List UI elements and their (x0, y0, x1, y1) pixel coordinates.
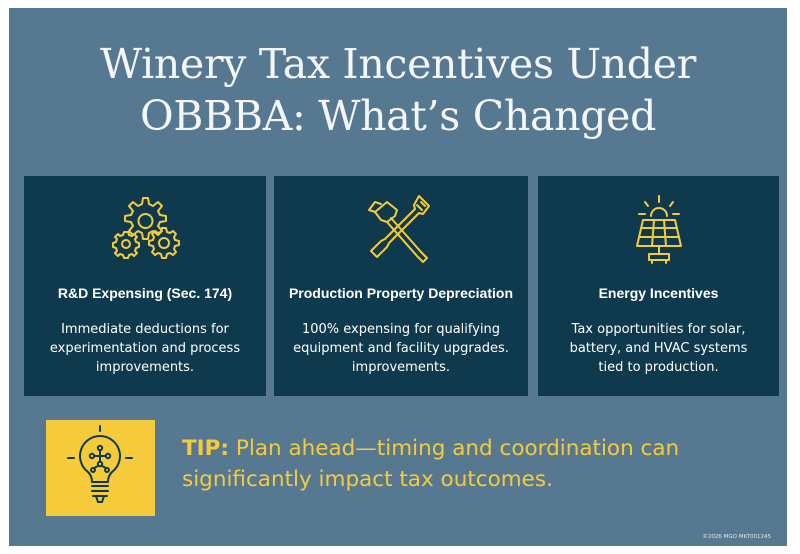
title-line-2: OBBBA: What’s Changed (139, 92, 657, 140)
card-heading: Energy Incentives (598, 285, 719, 301)
card-heading: R&D Expensing (Sec. 174) (57, 285, 233, 301)
tip-icon-box (46, 420, 155, 516)
infographic: Winery Tax Incentives Under OBBBA: What’… (9, 8, 787, 546)
gears-icon (105, 190, 185, 270)
card-description: Immediate deductions for experimentation… (49, 322, 241, 375)
card-description: 100% expensing for qualifying equipment … (293, 322, 509, 375)
title-line-1: Winery Tax Incentives Under (99, 40, 697, 88)
tip-text: TIP: Plan ahead—timing and coordination … (182, 433, 772, 495)
lightbulb-icon (67, 425, 133, 503)
tip-label: TIP: (182, 436, 230, 461)
card-production-depreciation: Production Property Depreciation 100% ex… (274, 176, 528, 396)
tip-line-2: significantly impact tax outcomes. (182, 467, 553, 492)
solar-panel-icon (619, 190, 699, 270)
card-energy-incentives: Energy Incentives Tax opportunities for … (538, 176, 779, 396)
card-description: Tax opportunities for solar, battery, an… (569, 322, 748, 375)
card-heading: Production Property Depreciation (288, 285, 514, 301)
page-title: Winery Tax Incentives Under OBBBA: What’… (9, 38, 787, 142)
footer-code: ©2026 MGO MKT001245 (702, 534, 771, 540)
hammer-wrench-icon (361, 190, 441, 270)
card-rd-expensing: R&D Expensing (Sec. 174) Immediate deduc… (24, 176, 266, 396)
tip-line-1: Plan ahead—timing and coordination can (235, 436, 680, 461)
